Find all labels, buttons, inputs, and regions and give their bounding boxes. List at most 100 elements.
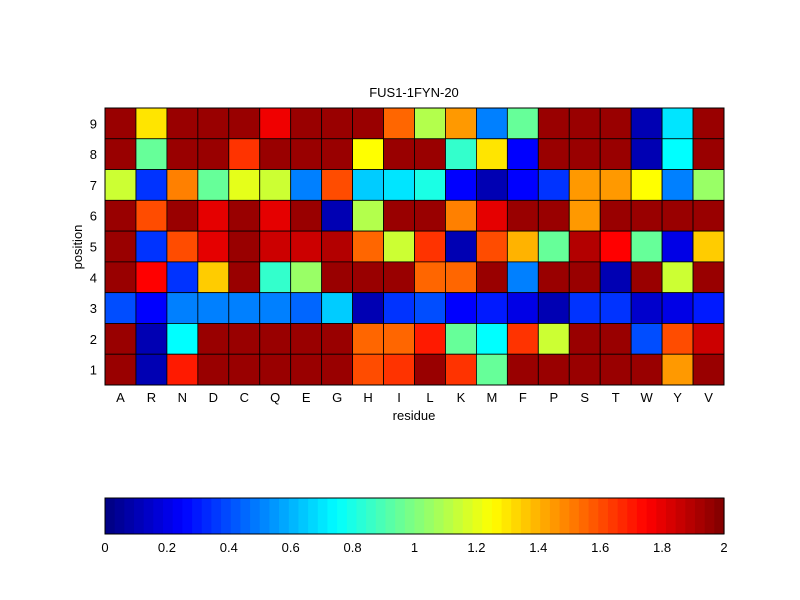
heatmap-cell-E-2: [290, 323, 323, 355]
heatmap-cell-R-6: [135, 199, 168, 232]
heatmap-cell-G-4: [321, 261, 353, 294]
colorbar-step: [627, 498, 638, 534]
colorbar-step: [230, 498, 242, 534]
x-tick-label: C: [240, 390, 249, 405]
colorbar-step: [685, 498, 696, 534]
heatmap-cell-W-4: [630, 261, 663, 294]
heatmap-cell-T-1: [599, 353, 632, 386]
heatmap-cell-G-8: [321, 138, 353, 170]
colorbar-step: [221, 498, 232, 534]
heatmap-cell-P-4: [537, 261, 570, 294]
heatmap-cell-P-6: [537, 199, 570, 232]
colorbar-tick-label: 1.4: [529, 540, 547, 555]
colorbar-step: [259, 498, 271, 534]
x-tick-label: P: [549, 390, 558, 405]
heatmap-cell-N-3: [166, 292, 199, 324]
heatmap-cell-M-4: [475, 261, 508, 294]
heatmap-cell-E-3: [290, 292, 323, 324]
heatmap-cell-E-8: [290, 138, 323, 170]
heatmap-cell-V-9: [692, 107, 725, 140]
heatmap-cell-Q-4: [259, 261, 292, 294]
colorbar-step: [105, 498, 116, 534]
colorbar-tick-label: 0.2: [158, 540, 176, 555]
heatmap-cell-L-1: [414, 353, 446, 386]
heatmap-cell-C-2: [228, 323, 261, 355]
heatmap-cell-G-6: [321, 199, 353, 232]
y-tick-label: 5: [90, 240, 97, 255]
y-tick-labels: 9 8 7 6 5 4 3 2 1: [90, 116, 97, 377]
heatmap-cell-A-2: [104, 323, 137, 355]
heatmap-cell-L-9: [414, 107, 446, 140]
heatmap-cell-F-4: [506, 261, 539, 294]
heatmap-cell-K-5: [445, 230, 477, 263]
heatmap-cell-L-7: [414, 169, 446, 201]
heatmap-cell-Q-7: [259, 169, 292, 201]
heatmap-cells: [104, 107, 725, 386]
heatmap-cell-R-2: [135, 323, 168, 355]
heatmap-cell-Q-5: [259, 230, 292, 263]
heatmap-cell-D-7: [197, 169, 230, 201]
heatmap-cell-S-1: [568, 353, 601, 386]
colorbar-step: [182, 498, 193, 534]
heatmap-cell-M-8: [475, 138, 508, 170]
heatmap-cell-T-9: [599, 107, 632, 140]
heatmap-cell-Y-3: [661, 292, 694, 324]
heatmap-cell-R-5: [135, 230, 168, 263]
colorbar-step: [491, 498, 503, 534]
heatmap-cell-K-6: [445, 199, 477, 232]
heatmap-cell-T-5: [599, 230, 632, 263]
heatmap-cell-N-7: [166, 169, 199, 201]
heatmap-cell-K-1: [445, 353, 477, 386]
colorbar-tick-label: 0.8: [344, 540, 362, 555]
colorbar-step: [346, 498, 358, 534]
heatmap-cell-V-4: [692, 261, 725, 294]
colorbar-step: [559, 498, 570, 534]
heatmap-cell-S-6: [568, 199, 601, 232]
heatmap-cell-E-4: [290, 261, 323, 294]
colorbar-step: [288, 498, 300, 534]
heatmap-cell-Y-6: [661, 199, 694, 232]
heatmap-cell-Q-2: [259, 323, 292, 355]
x-tick-label: I: [397, 390, 401, 405]
colorbar-step: [114, 498, 125, 534]
y-axis-label: position: [70, 225, 85, 270]
colorbar: [105, 498, 725, 534]
heatmap-cell-R-4: [135, 261, 168, 294]
heatmap-cell-V-2: [692, 323, 725, 355]
colorbar-step: [395, 498, 406, 534]
heatmap-cell-Y-2: [661, 323, 694, 355]
heatmap-cell-N-4: [166, 261, 199, 294]
x-tick-label: Y: [673, 390, 682, 405]
heatmap-cell-R-3: [135, 292, 168, 324]
heatmap-cell-I-5: [383, 230, 415, 263]
colorbar-tick-label: 0.4: [220, 540, 238, 555]
x-tick-label: N: [178, 390, 187, 405]
heatmap-cell-A-5: [104, 230, 137, 263]
heatmap-cell-L-8: [414, 138, 446, 170]
x-tick-label: K: [457, 390, 466, 405]
colorbar-step: [453, 498, 464, 534]
colorbar-step: [588, 498, 599, 534]
x-tick-label: G: [332, 390, 342, 405]
heatmap-cell-F-5: [506, 230, 539, 263]
heatmap-cell-A-4: [104, 261, 137, 294]
colorbar-step: [424, 498, 435, 534]
y-tick-label: 7: [90, 178, 97, 193]
heatmap-cell-D-2: [197, 323, 230, 355]
heatmap-cell-I-4: [383, 261, 415, 294]
x-tick-label: W: [640, 390, 653, 405]
heatmap-cell-K-2: [445, 323, 477, 355]
heatmap-cell-K-3: [445, 292, 477, 324]
heatmap-cell-Y-7: [661, 169, 694, 201]
colorbar-step: [172, 498, 183, 534]
x-axis-label: residue: [393, 408, 436, 423]
heatmap-cell-F-9: [506, 107, 539, 140]
heatmap-cell-T-7: [599, 169, 632, 201]
heatmap-cell-G-2: [321, 323, 353, 355]
heatmap-cell-N-2: [166, 323, 199, 355]
colorbar-step: [520, 498, 532, 534]
heatmap-cell-G-7: [321, 169, 353, 201]
colorbar-step: [153, 498, 164, 534]
heatmap-cell-S-5: [568, 230, 601, 263]
